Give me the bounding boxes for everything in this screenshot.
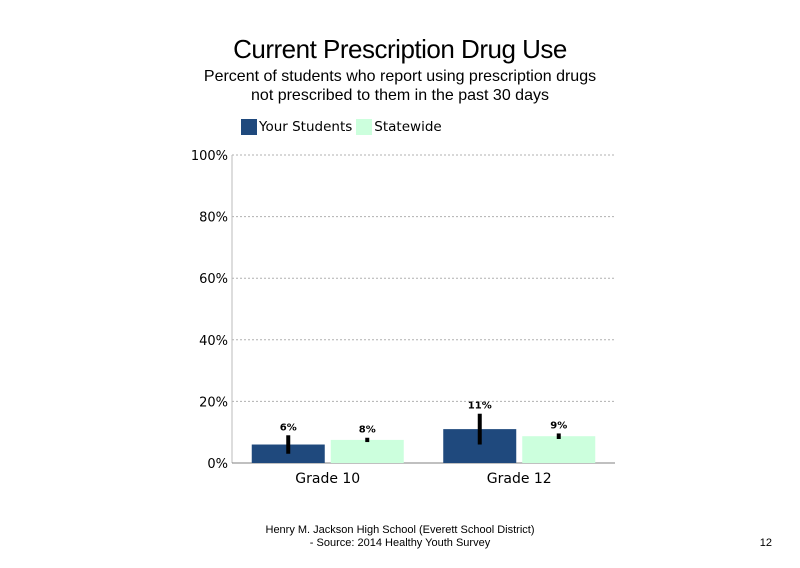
x-tick-label: Grade 10 <box>295 471 360 487</box>
y-tick-label: 0% <box>207 457 228 472</box>
bar <box>330 439 404 463</box>
bar <box>522 436 596 463</box>
chart-subtitle: Percent of students who report using pre… <box>203 68 597 104</box>
data-label: 8% <box>359 425 376 436</box>
legend-item-your-students: Your Students <box>241 119 352 135</box>
data-label: 6% <box>280 422 297 433</box>
y-tick-label: 80% <box>199 211 228 226</box>
y-tick-label: 100% <box>191 149 228 164</box>
data-label: 9% <box>550 420 567 431</box>
x-tick-label: Grade 12 <box>487 471 552 487</box>
data-label: 11% <box>468 401 492 412</box>
footer: Henry M. Jackson High School (Everett Sc… <box>200 524 600 550</box>
legend-label-your-students: Your Students <box>259 119 353 135</box>
legend: Your Students Statewide <box>241 118 446 136</box>
y-tick-label: 20% <box>199 395 228 410</box>
footer-source: - Source: 2014 Healthy Youth Survey <box>309 537 491 549</box>
legend-swatch-statewide <box>356 119 373 135</box>
chart-title: Current Prescription Drug Use <box>233 34 567 64</box>
y-tick-label: 40% <box>199 334 228 349</box>
y-tick-label: 60% <box>199 272 228 287</box>
legend-item-statewide: Statewide <box>356 119 442 135</box>
legend-label-statewide: Statewide <box>374 119 442 135</box>
footer-school: Henry M. Jackson High School (Everett Sc… <box>265 524 535 536</box>
legend-swatch-your-students <box>241 119 257 135</box>
page-number: 12 <box>759 537 772 549</box>
